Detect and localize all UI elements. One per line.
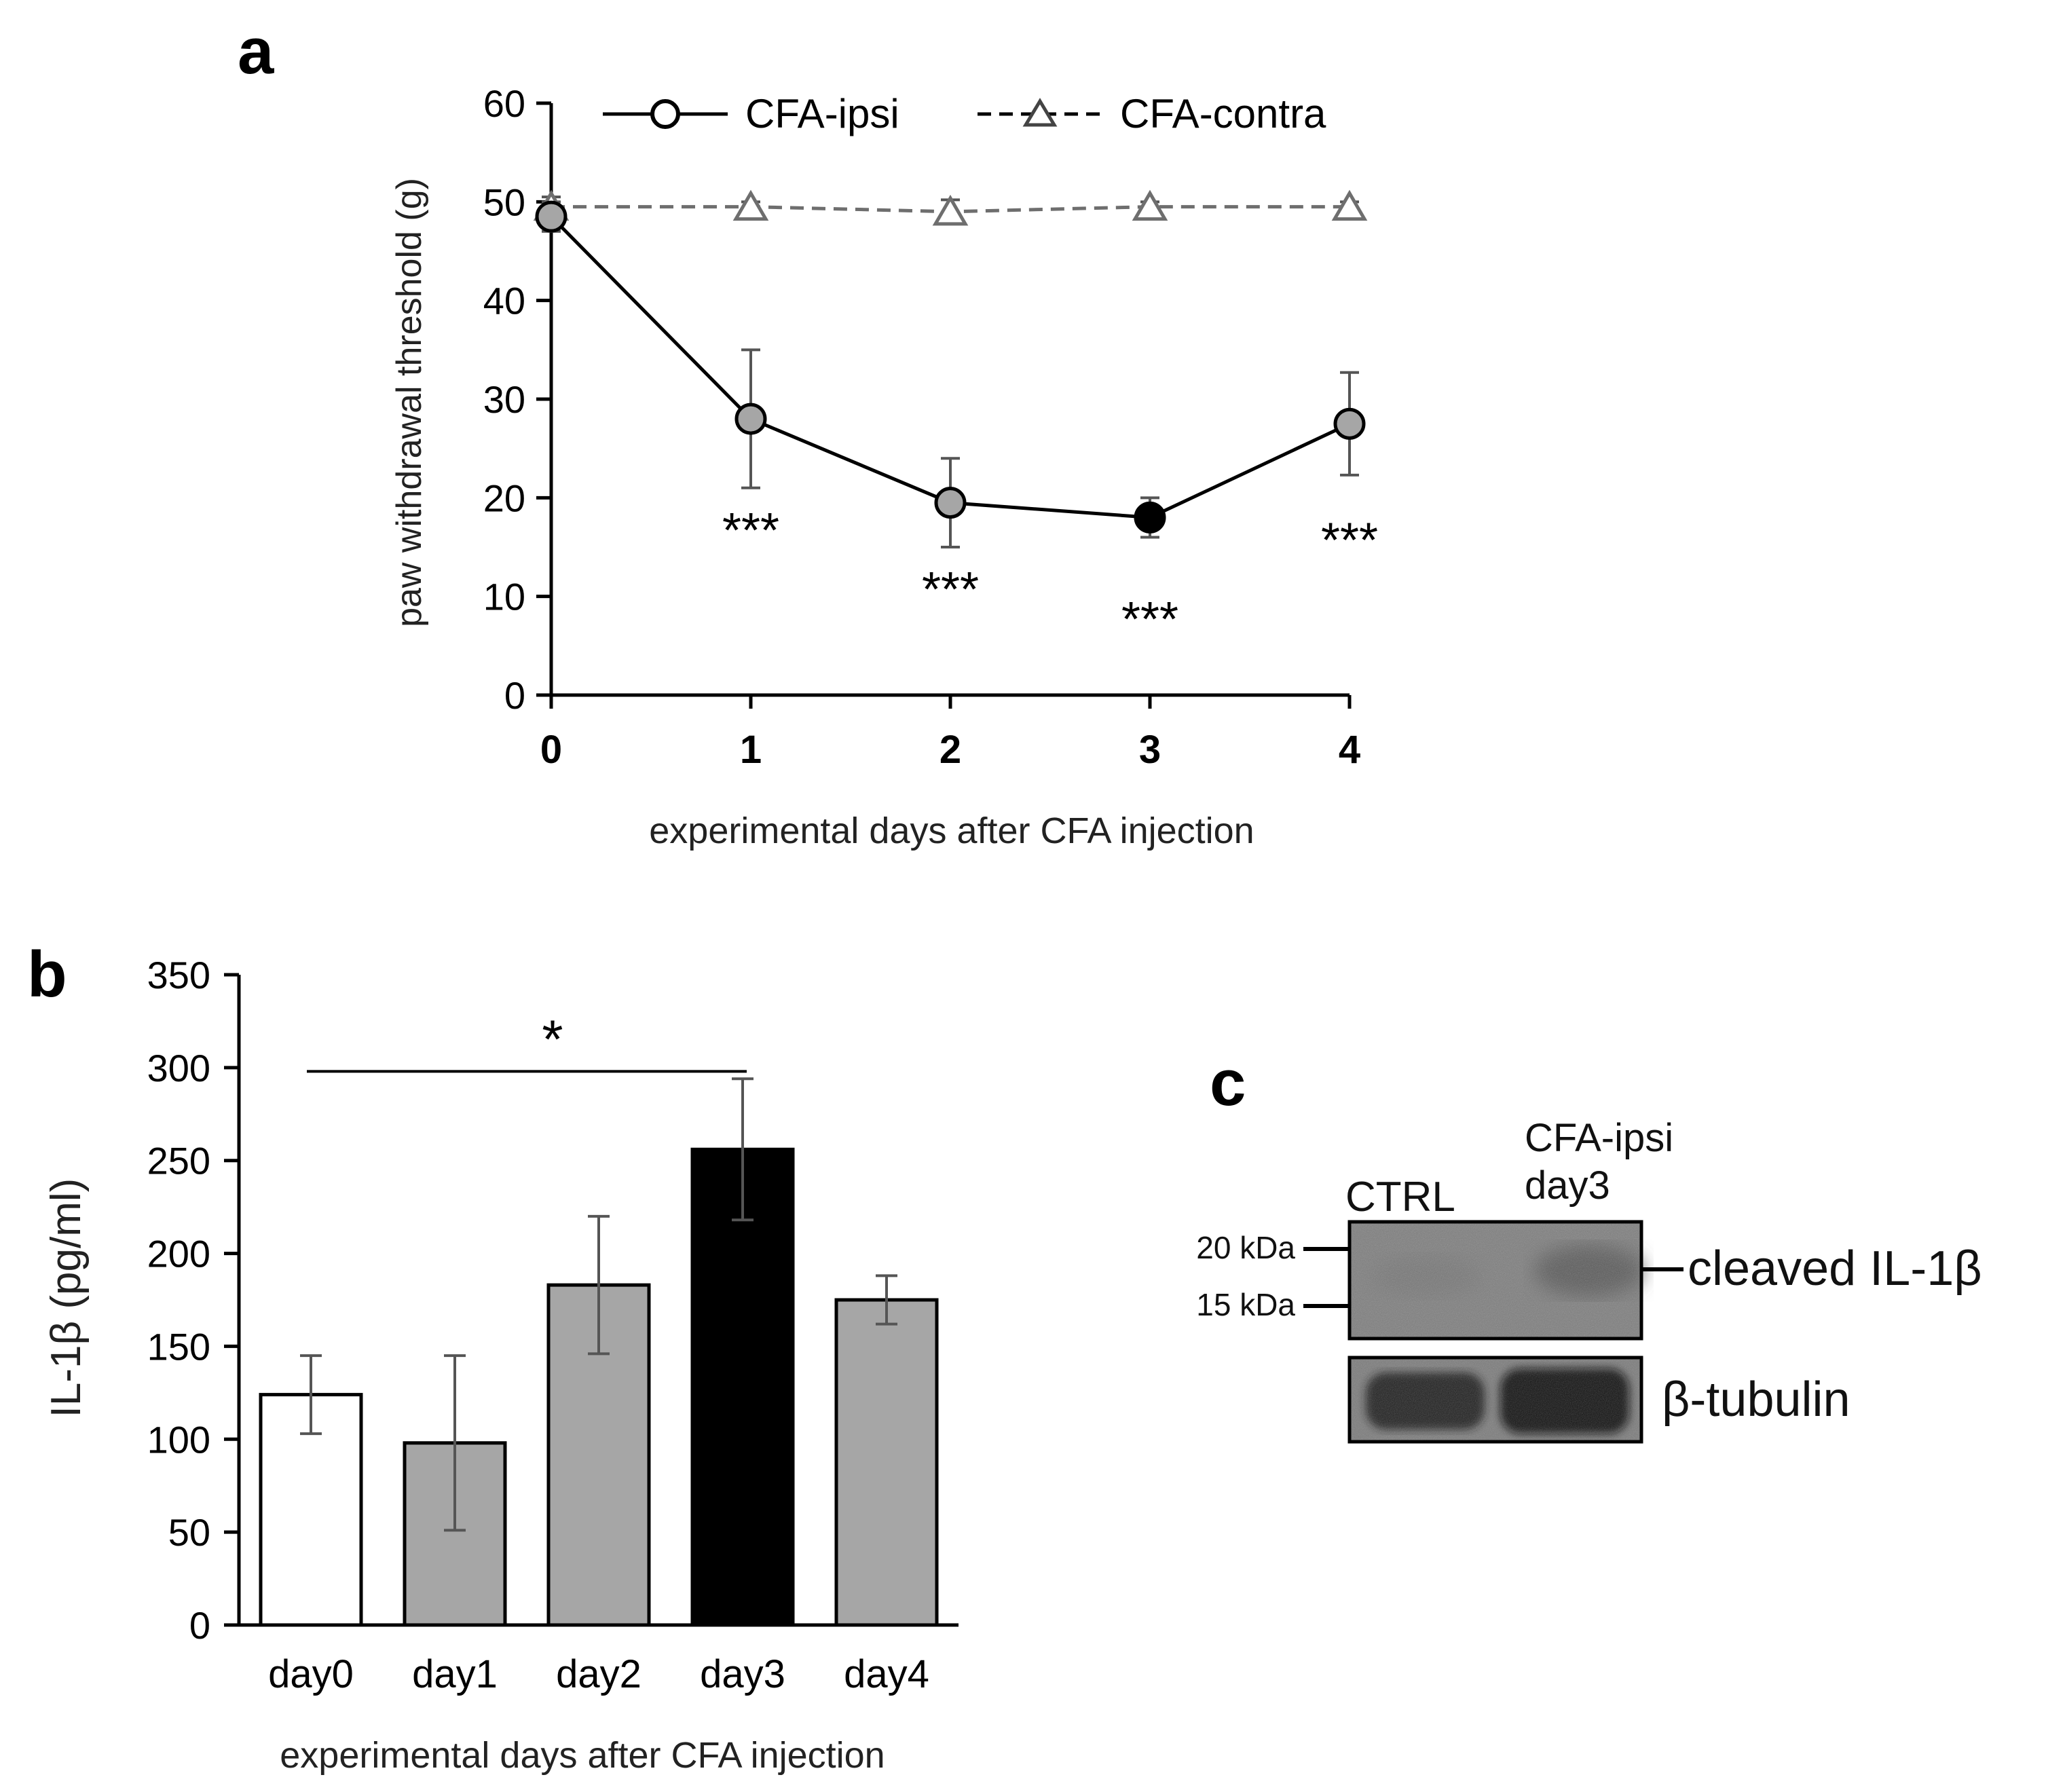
panel-b-y-tick-label: 200: [147, 1233, 210, 1275]
legend-marker-ipsi: [650, 99, 680, 129]
panel-b-bar: [834, 1298, 939, 1627]
panel-a-point-contra: [1132, 189, 1168, 221]
panel-a-y-tick-label: 40: [483, 280, 525, 322]
panel-b-bars: [259, 1077, 939, 1627]
panel-b-x-tick-label: day4: [844, 1652, 929, 1696]
panel-b-x-tick-label: day0: [268, 1652, 354, 1696]
marker-20kda: 20 kDa: [1196, 1230, 1295, 1265]
lane-label-cfa-ipsi: CFA-ipsi: [1525, 1116, 1673, 1160]
panel-c-western-blot: CTRL CFA-ipsi day3 20 kDa 15 kDa cleaved…: [1196, 1116, 1982, 1444]
panel-b-x-tick-label: day1: [412, 1652, 498, 1696]
panel-b-y-tick-label: 350: [147, 954, 210, 996]
panel-b-y-tick-label: 50: [168, 1511, 210, 1554]
panel-a-point-contra: [1331, 189, 1368, 221]
panel-b-x-tick-label: day3: [700, 1652, 785, 1696]
panel-b-axes: 0 50 100 150 200 250 300 350 day0 day1 day2 day3 day…: [147, 954, 959, 1696]
panel-b-significance-star: *: [542, 1009, 563, 1069]
panel-a-y-tick-label: 10: [483, 576, 525, 618]
panel-b-xlabel: experimental days after CFA injection: [280, 1735, 885, 1776]
panel-a-significance: ***: [1121, 593, 1178, 647]
panel-a-x-tick-label: 0: [540, 728, 562, 772]
panel-b-x-tick-label: day2: [556, 1652, 641, 1696]
panel-a-y-tick-label: 50: [483, 181, 525, 223]
panel-a-x-tick-label: 4: [1339, 728, 1360, 772]
panel-a-ylabel: paw withdrawal threshold (g): [390, 178, 429, 627]
panel-a-point-contra: [732, 189, 769, 221]
panel-b-bar: [690, 1147, 795, 1627]
legend-marker-contra: [1022, 98, 1058, 127]
panel-b-y-tick-label: 150: [147, 1325, 210, 1368]
panel-a-significance: ***: [722, 504, 779, 558]
panel-a-x-tick-label: 2: [940, 728, 961, 772]
panel-a-x-tick-label: 1: [740, 728, 762, 772]
panel-a-x-tick-label: 3: [1139, 728, 1161, 772]
panel-a-y-tick-label: 30: [483, 378, 525, 421]
lane-label-ctrl: CTRL: [1345, 1174, 1455, 1220]
panel-b-y-tick-label: 100: [147, 1418, 210, 1461]
panel-a-point-ipsi: [1333, 407, 1366, 440]
label-cleaved-il1b: cleaved IL-1β: [1688, 1242, 1982, 1296]
panel-label-b: b: [27, 938, 67, 1011]
panel-b-bar: [546, 1283, 651, 1627]
panel-a-axes: 0 10 20 30 40 50 60 0 1 2 3 4: [483, 82, 1360, 772]
panel-b-ylabel: IL-1β (pg/ml): [43, 1178, 90, 1418]
panel-label-c: c: [1210, 1047, 1246, 1119]
blot-upper: [1347, 1220, 1643, 1341]
legend-label-contra: CFA-contra: [1120, 91, 1326, 136]
panel-b-bar-chart: 0 50 100 150 200 250 300 350 day0 day1 day2 day3 day…: [43, 954, 959, 1776]
panel-a-point-ipsi: [734, 403, 767, 435]
panel-a-y-tick-label: 20: [483, 477, 525, 519]
panel-a-y-tick-label: 0: [504, 674, 525, 717]
panel-b-y-tick-label: 250: [147, 1140, 210, 1182]
label-beta-tubulin: β-tubulin: [1662, 1373, 1850, 1427]
panel-a-point-ipsi: [1134, 501, 1166, 534]
marker-15kda: 15 kDa: [1196, 1287, 1295, 1322]
panel-a-legend: CFA-ipsi CFA-contra: [603, 91, 1326, 136]
panel-a-significance: ***: [1321, 514, 1378, 568]
blot-lower: [1347, 1356, 1643, 1444]
panel-a-significance: ***: [922, 563, 979, 617]
panel-a-point-ipsi: [535, 200, 568, 233]
panel-b-y-tick-label: 300: [147, 1047, 210, 1089]
lane-label-day3: day3: [1525, 1163, 1610, 1208]
panel-b-y-tick-label: 0: [189, 1604, 210, 1647]
panel-a-point-contra: [932, 194, 969, 226]
panel-a-y-tick-label: 60: [483, 82, 525, 125]
panel-a-series: *** *** *** ***: [533, 189, 1378, 647]
legend-label-ipsi: CFA-ipsi: [745, 91, 899, 136]
panel-label-a: a: [238, 15, 274, 88]
panel-a-point-ipsi: [934, 487, 967, 519]
panel-a-line-chart: 0 10 20 30 40 50 60 0 1 2 3 4 *** *** *** *** CFA-ipsi…: [390, 82, 1378, 851]
panel-a-xlabel: experimental days after CFA injection: [649, 810, 1254, 851]
